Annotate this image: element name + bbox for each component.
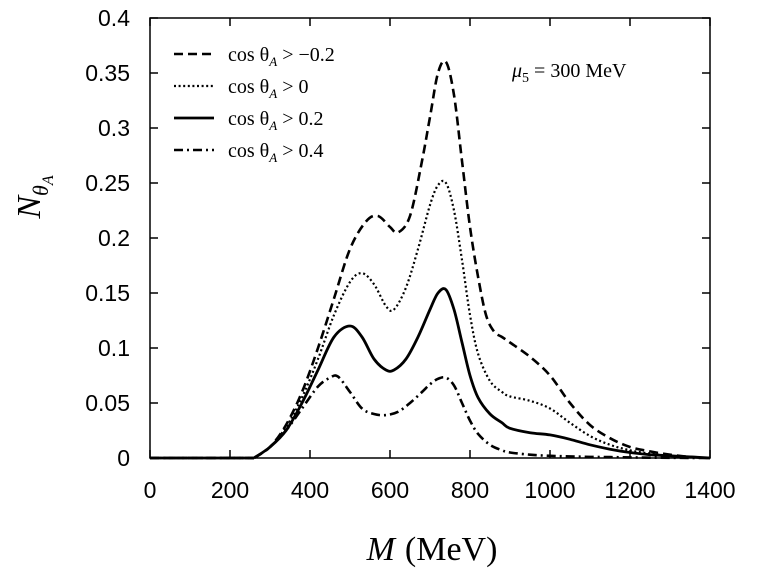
y-tick-label: 0.2	[98, 225, 130, 251]
y-axis-title: NθA	[11, 175, 57, 220]
series-4-line	[253, 374, 711, 460]
x-tick-label: 1000	[524, 477, 575, 503]
x-tick-label: 0	[144, 477, 157, 503]
y-tick-label: 0.35	[85, 60, 130, 86]
y-tick-label: 0.4	[98, 5, 130, 31]
x-axis-ticks: 0 200 400 600 800 1000 1200 1400	[144, 18, 736, 503]
y-tick-label: 0.3	[98, 115, 130, 141]
y-axis-ticks: 0 0.05 0.1 0.15 0.2 0.25 0.3 0.35 0.4	[85, 5, 710, 471]
x-tick-label: 1400	[684, 477, 735, 503]
x-tick-label: 200	[211, 477, 249, 503]
x-axis-title: M (MeV)	[366, 531, 498, 568]
series-2-line	[253, 179, 711, 460]
legend-label: cos θA > 0	[228, 76, 308, 101]
y-tick-label: 0	[117, 445, 130, 471]
y-tick-label: 0.25	[85, 170, 130, 196]
x-tick-label: 600	[371, 477, 409, 503]
y-tick-label: 0.15	[85, 280, 130, 306]
annotation-mu5: μ5 = 300 MeV	[511, 60, 627, 86]
series-1-line	[253, 59, 711, 460]
legend-label: cos θA > 0.2	[228, 108, 323, 133]
y-tick-label: 0.1	[98, 335, 130, 361]
y-tick-label: 0.05	[85, 390, 130, 416]
x-tick-label: 800	[451, 477, 489, 503]
x-tick-label: 1200	[604, 477, 655, 503]
legend-label: cos θA > 0.4	[228, 140, 323, 165]
legend-label: cos θA > −0.2	[228, 44, 335, 69]
series-3-line	[253, 287, 711, 460]
x-tick-label: 400	[291, 477, 329, 503]
legend: cos θA > −0.2 cos θA > 0 cos θA > 0.2 cos θ…	[174, 44, 335, 165]
